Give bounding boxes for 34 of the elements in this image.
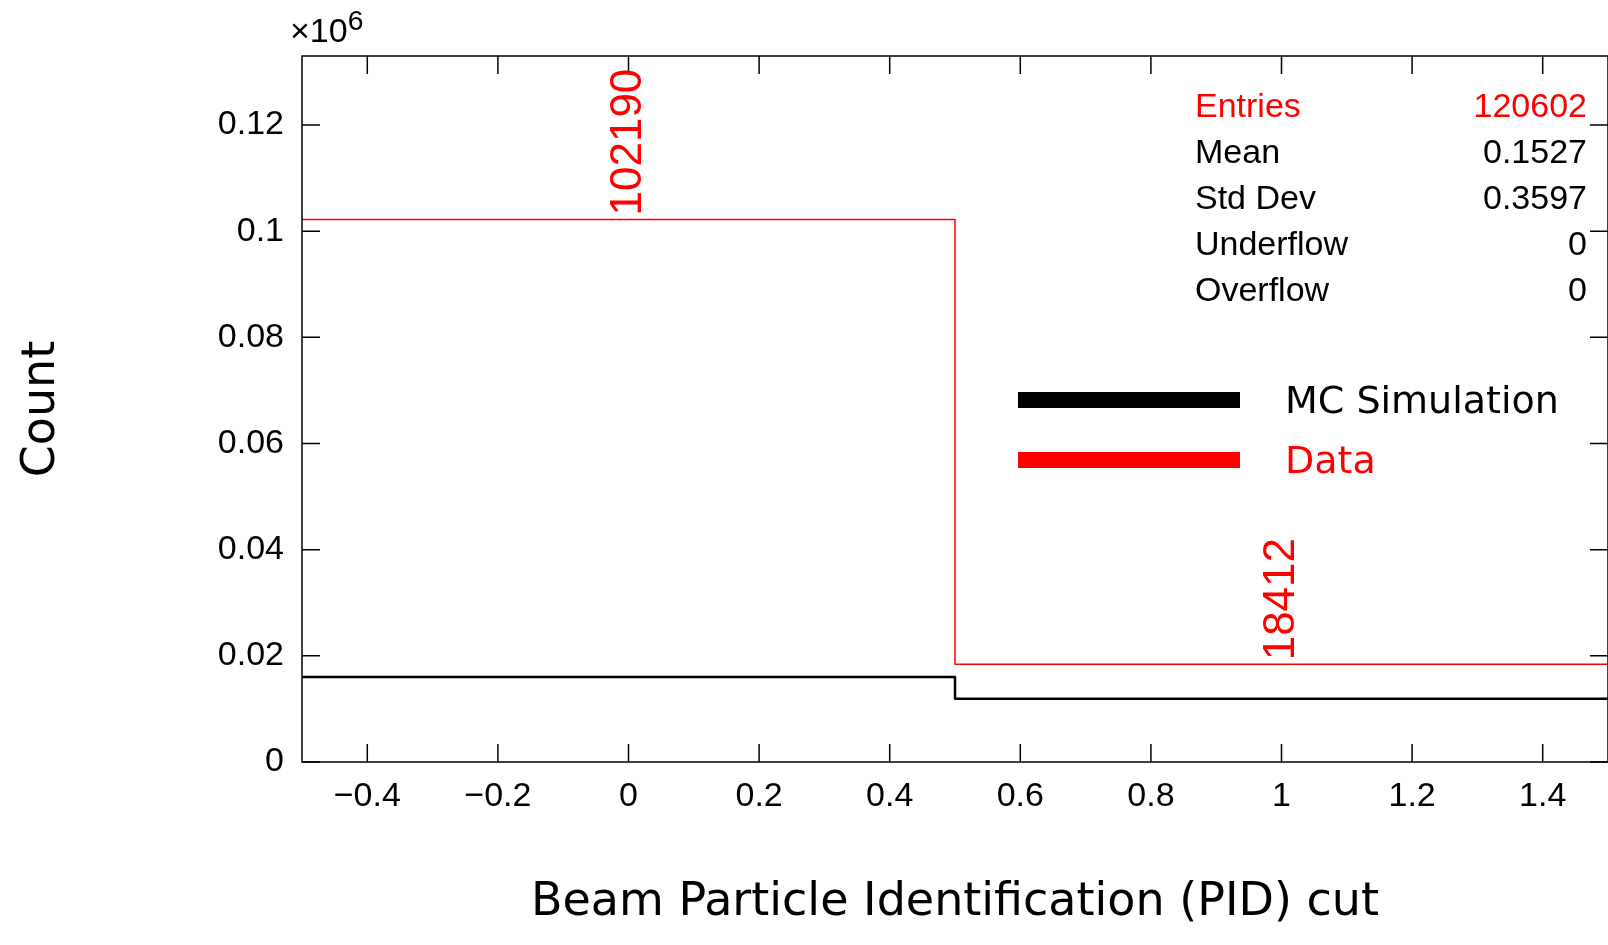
x-tick-label: 0: [619, 774, 638, 813]
text: ×10$^{6}$: [290, 4, 364, 51]
y-tick-label: 0.02: [217, 634, 284, 673]
annotation: Std Dev: [1195, 177, 1316, 218]
x-tick-label: 0.4: [866, 774, 914, 813]
x-tick-label: 1: [1272, 774, 1291, 813]
x-tick-label: −0.4: [333, 774, 401, 813]
annotation: Mean: [1195, 131, 1281, 172]
annotation: 18412: [1253, 537, 1303, 661]
x-tick-label: 0.2: [735, 774, 783, 813]
y-tick-label: 0.1: [236, 209, 284, 248]
annotation: Underflow: [1195, 223, 1349, 264]
x-tick-label: 0.6: [996, 774, 1044, 813]
annotation: 120602: [1473, 85, 1587, 126]
annotation: Entries: [1195, 85, 1301, 126]
annotation: 0.1527: [1483, 131, 1587, 172]
annotation: 0: [1568, 269, 1587, 310]
y-tick-label: 0.08: [217, 315, 284, 354]
y-axis-title: Count: [10, 340, 65, 478]
annotation: 0: [1568, 223, 1587, 264]
text: MC Simulation: [1285, 378, 1559, 422]
x-tick-label: 0.8: [1127, 774, 1175, 813]
y-tick-label: 0.04: [217, 528, 284, 567]
annotation: Overflow: [1195, 269, 1330, 310]
annotation: 0.3597: [1483, 177, 1587, 218]
y-tick-label: 0.12: [217, 103, 284, 142]
x-axis-title: Beam Particle Identification (PID) cut: [530, 872, 1380, 927]
y-tick-label: 0: [265, 740, 284, 779]
annotation: 102190: [600, 68, 650, 216]
x-tick-label: 1.4: [1519, 774, 1567, 813]
x-tick-label: −0.2: [464, 774, 532, 813]
y-tick-label: 0.06: [217, 421, 284, 460]
text: Data: [1285, 438, 1376, 482]
x-tick-label: 1.2: [1388, 774, 1436, 813]
